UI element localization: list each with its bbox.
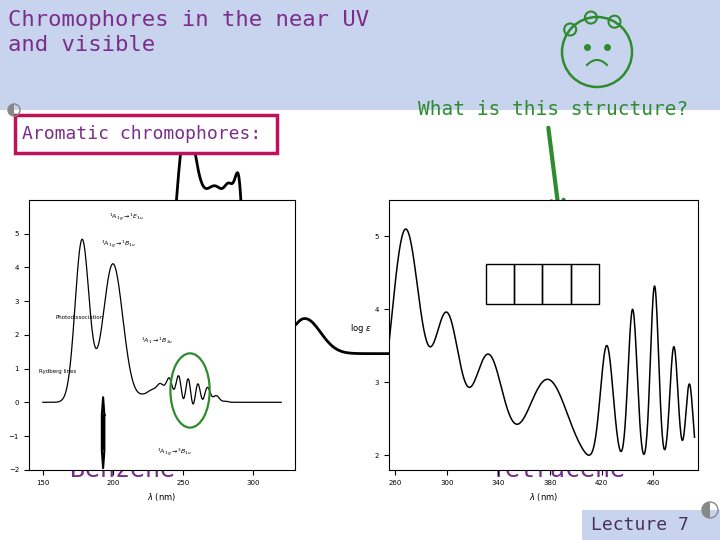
Text: $^1A_{1g}$$\rightarrow$$^1B_{1u}$: $^1A_{1g}$$\rightarrow$$^1B_{1u}$	[101, 238, 136, 250]
Text: Aromatic chromophores:: Aromatic chromophores:	[22, 125, 261, 143]
X-axis label: $\lambda$ (nm): $\lambda$ (nm)	[529, 491, 558, 503]
Text: Photodissociation: Photodissociation	[55, 315, 104, 320]
Text: $^1A_1$$\rightarrow$$^1B_{2u}$: $^1A_1$$\rightarrow$$^1B_{2u}$	[140, 336, 174, 346]
Bar	[582, 510, 720, 540]
Y-axis label: log $\epsilon$: log $\epsilon$	[350, 322, 372, 335]
Text: $^1A_{1g}$$\rightarrow$$^1E_{1u}$: $^1A_{1g}$$\rightarrow$$^1E_{1u}$	[109, 211, 144, 223]
Text: Chromophores in the near UV
and visible: Chromophores in the near UV and visible	[8, 10, 369, 55]
Wedge shape	[8, 104, 14, 116]
X-axis label: $\lambda$ (nm): $\lambda$ (nm)	[148, 491, 176, 503]
Text: Lecture 7: Lecture 7	[591, 516, 689, 534]
Bar	[15, 115, 277, 153]
Bar	[485, 264, 514, 304]
Bar	[542, 264, 571, 304]
Text: Rydberg lines: Rydberg lines	[40, 369, 77, 374]
Bar	[571, 264, 599, 304]
Text: Tetracene: Tetracene	[490, 458, 626, 482]
Wedge shape	[702, 502, 710, 518]
Bar	[514, 264, 542, 304]
Text: $^1A_{1g}$$\rightarrow$$^3B_{1u}$: $^1A_{1g}$$\rightarrow$$^3B_{1u}$	[157, 446, 192, 458]
Text: What is this structure?: What is this structure?	[418, 100, 688, 119]
Bar	[0, 0, 720, 110]
Y-axis label: log $\epsilon$: log $\epsilon$	[0, 324, 3, 346]
Text: Benzene: Benzene	[70, 458, 174, 482]
